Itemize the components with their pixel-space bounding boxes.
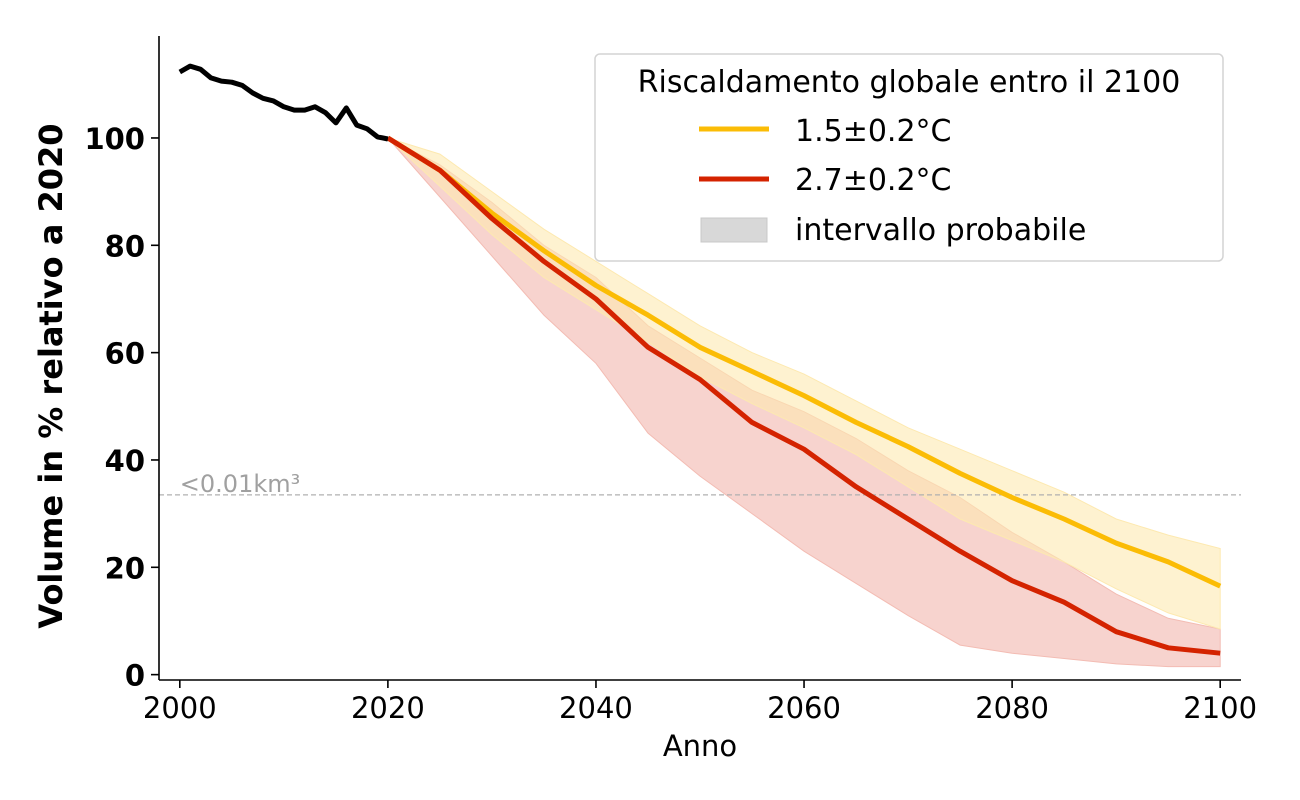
x-tick-label: 2060 (767, 691, 841, 725)
y-tick-label: 0 (125, 659, 145, 693)
x-tick-label: 2000 (143, 691, 217, 725)
legend-label-2-7c: 2.7±0.2°C (795, 163, 952, 198)
x-axis-title: Anno (663, 729, 737, 763)
legend-title: Riscaldamento globale entro il 2100 (638, 65, 1181, 100)
y-ticks: 0 20 40 60 80 100 (84, 122, 159, 693)
threshold-label: <0.01km³ (180, 470, 300, 498)
threshold-annotation: <0.01km³ (159, 470, 1241, 498)
x-tick-label: 2100 (1183, 691, 1257, 725)
series-lines (178, 63, 1222, 656)
x-tick-label: 2020 (351, 691, 425, 725)
band-1-5c (387, 137, 1221, 630)
y-tick-label: 40 (105, 444, 145, 478)
line-1-5c (386, 135, 1222, 589)
line-historical (178, 63, 389, 142)
y-axis-title: Volume in % relativo a 2020 (32, 123, 70, 628)
line-2-7c (386, 135, 1221, 656)
y-tick-label: 100 (84, 122, 145, 156)
y-tick-label: 20 (105, 551, 145, 585)
legend-swatch-likely-range (700, 217, 768, 243)
y-tick-label: 80 (105, 229, 145, 263)
legend-label-1-5c: 1.5±0.2°C (795, 114, 952, 149)
legend-box (594, 53, 1224, 262)
y-tick-label: 60 (105, 337, 145, 371)
x-tick-label: 2080 (975, 691, 1049, 725)
x-tick-label: 2040 (559, 691, 633, 725)
x-ticks: 2000 2020 2040 2060 2080 2100 (143, 680, 1257, 725)
uncertainty-bands (387, 137, 1221, 668)
legend: Riscaldamento globale entro il 2100 1.5±… (594, 53, 1224, 262)
legend-label-likely-range: intervallo probabile (795, 213, 1086, 248)
